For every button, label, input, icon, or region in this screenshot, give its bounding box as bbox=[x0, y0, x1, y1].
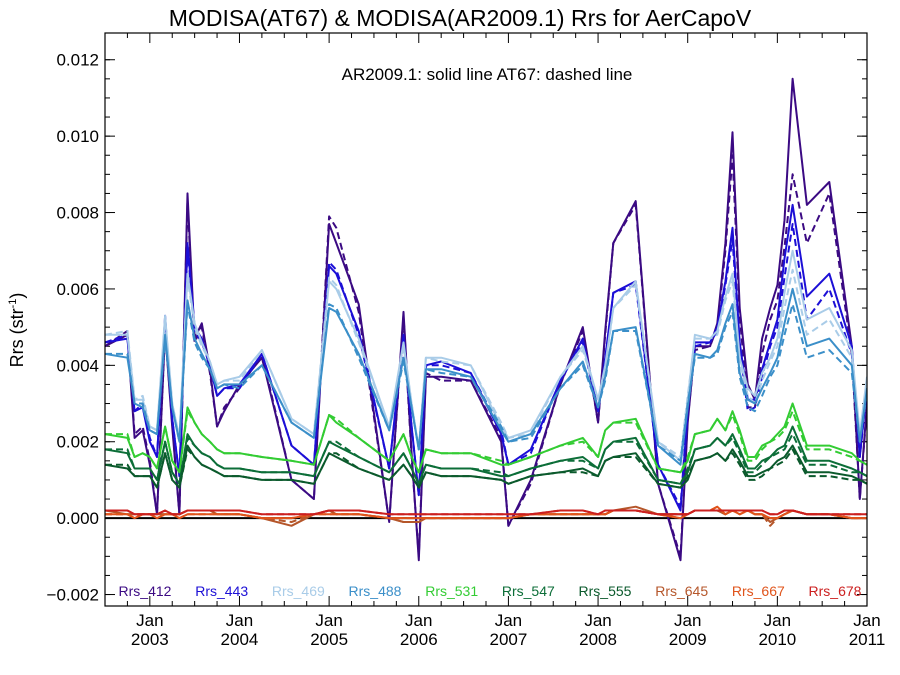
rrs-469-solid-line bbox=[105, 249, 867, 462]
y-axis-label: Rrs (str-1) bbox=[7, 293, 27, 368]
rrs-667-dashed-line bbox=[105, 505, 867, 520]
legend-entry-rrs-645: Rrs_645 bbox=[655, 583, 708, 599]
x-tick-label-year: 2008 bbox=[579, 630, 617, 649]
x-tick-label-month: Jan bbox=[853, 611, 880, 630]
y-tick-label: −0.002 bbox=[47, 586, 99, 605]
axis-ticks bbox=[105, 33, 868, 606]
x-tick-label-month: Jan bbox=[495, 611, 522, 630]
legend-entry-rrs-555: Rrs_555 bbox=[579, 583, 632, 599]
x-tick-label-year: 2007 bbox=[489, 630, 527, 649]
x-tick-label-month: Jan bbox=[136, 611, 163, 630]
rrs-555-dashed-line bbox=[105, 448, 867, 489]
y-tick-label: 0.004 bbox=[56, 356, 99, 375]
x-tick-label-year: 2009 bbox=[669, 630, 707, 649]
y-tick-label: 0.000 bbox=[56, 509, 99, 528]
rrs-443-dashed-line bbox=[105, 223, 867, 508]
legend-entry-rrs-469: Rrs_469 bbox=[272, 583, 325, 599]
x-tick-label-month: Jan bbox=[584, 611, 611, 630]
legend-entry-rrs-412: Rrs_412 bbox=[119, 583, 172, 599]
rrs-531-solid-line bbox=[105, 402, 867, 474]
y-tick-label: 0.010 bbox=[56, 127, 99, 146]
legend-entry-rrs-678: Rrs_678 bbox=[809, 583, 862, 599]
tick-labels: −0.002 0.000 0.002 0.004 0.006 0.008 0.010 0.01… bbox=[47, 51, 886, 649]
line-style-annotation: AR2009.1: solid line AT67: dashed line bbox=[342, 65, 633, 84]
y-axis-label-sup: -1 bbox=[7, 299, 19, 309]
rrs-412-dashed-line bbox=[105, 154, 867, 558]
legend: Rrs_412 Rrs_443 Rrs_469 Rrs_488 Rrs_531 Rrs_5… bbox=[119, 583, 862, 599]
x-tick-label-year: 2010 bbox=[758, 630, 796, 649]
y-tick-label: 0.012 bbox=[56, 51, 99, 70]
x-tick-label-month: Jan bbox=[674, 611, 701, 630]
plot-frame bbox=[104, 32, 868, 607]
x-tick-label-year: 2006 bbox=[400, 630, 438, 649]
legend-entry-rrs-531: Rrs_531 bbox=[425, 583, 478, 599]
rrs-547-solid-line bbox=[105, 425, 867, 485]
series-lines bbox=[105, 77, 867, 562]
y-tick-label: 0.008 bbox=[56, 204, 99, 223]
x-tick-label-year: 2011 bbox=[849, 630, 886, 649]
rrs-531-dashed-line bbox=[105, 410, 867, 474]
y-axis-label-end: ) bbox=[7, 293, 27, 299]
legend-entry-rrs-547: Rrs_547 bbox=[502, 583, 555, 599]
x-tick-label-year: 2003 bbox=[131, 630, 169, 649]
rrs-678-dashed-line bbox=[105, 509, 867, 516]
legend-entry-rrs-488: Rrs_488 bbox=[349, 583, 402, 599]
x-tick-label-year: 2004 bbox=[221, 630, 259, 649]
legend-entry-rrs-667: Rrs_667 bbox=[732, 583, 785, 599]
rrs-488-dashed-line bbox=[105, 303, 867, 462]
y-axis-label-main: Rrs (str bbox=[7, 308, 27, 367]
rrs-469-dashed-line bbox=[105, 268, 867, 458]
y-tick-label: 0.006 bbox=[56, 280, 99, 299]
x-tick-label-month: Jan bbox=[315, 611, 342, 630]
y-tick-label: 0.002 bbox=[56, 433, 99, 452]
x-tick-label-year: 2005 bbox=[310, 630, 348, 649]
rrs-547-dashed-line bbox=[105, 433, 867, 485]
rrs-412-solid-line bbox=[105, 77, 867, 562]
x-tick-label-month: Jan bbox=[405, 611, 432, 630]
legend-entry-rrs-443: Rrs_443 bbox=[195, 583, 248, 599]
rrs-443-solid-line bbox=[105, 203, 867, 512]
x-tick-label-month: Jan bbox=[764, 611, 791, 630]
rrs-488-solid-line bbox=[105, 287, 867, 466]
x-tick-label-month: Jan bbox=[226, 611, 253, 630]
chart-title: MODISA(AT67) & MODISA(AR2009.1) Rrs for … bbox=[169, 5, 752, 31]
